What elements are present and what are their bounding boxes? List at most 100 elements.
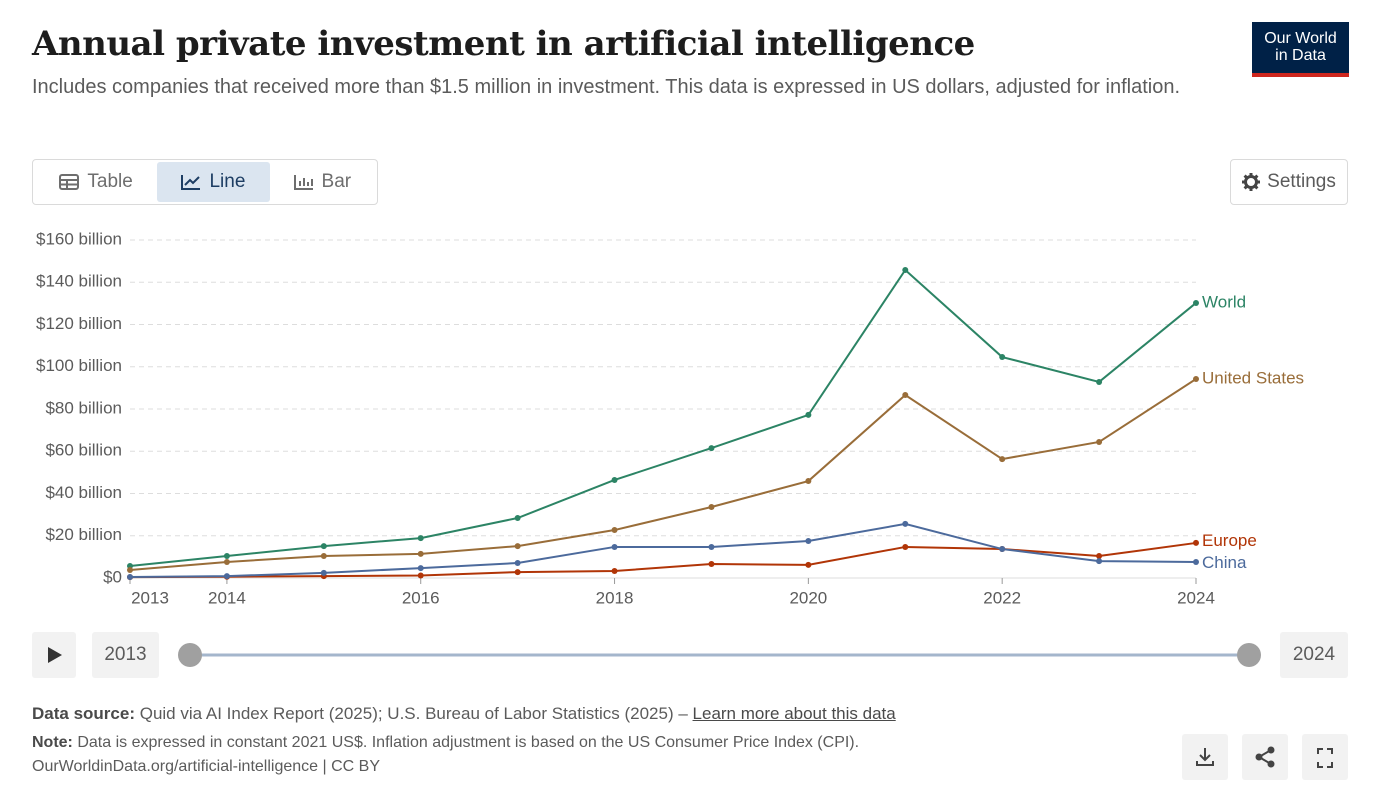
timeline-handle[interactable] xyxy=(1237,643,1261,667)
data-point xyxy=(1096,553,1103,560)
data-point xyxy=(1193,558,1199,565)
timeline-start-box[interactable] xyxy=(92,632,159,678)
data-point xyxy=(708,561,715,568)
gear-icon xyxy=(1242,173,1261,191)
x-tick-label: 2024 xyxy=(1177,588,1215,607)
series-line xyxy=(129,268,1197,567)
url-line: OurWorldinData.org/artificial-intelligen… xyxy=(32,758,380,775)
data-point xyxy=(514,569,521,576)
data-point xyxy=(223,553,230,560)
timeline-handle[interactable] xyxy=(178,643,202,667)
data-point xyxy=(708,504,715,511)
data-point xyxy=(320,553,327,560)
data-point xyxy=(999,546,1006,553)
data-point xyxy=(611,543,618,550)
source-text: Quid via AI Index Report (2025); U.S. Bu… xyxy=(139,704,688,723)
data-point xyxy=(708,445,715,452)
fullscreen-button[interactable] xyxy=(1302,734,1348,780)
x-tick-label: 2022 xyxy=(983,588,1021,607)
data-point xyxy=(611,568,618,575)
legend-label: United States xyxy=(1202,368,1304,387)
logo-text: Our World xyxy=(1264,30,1337,47)
data-point xyxy=(902,392,909,399)
data-point xyxy=(1096,558,1103,565)
settings-button[interactable]: Settings xyxy=(1230,159,1348,205)
y-tick-label: $0 xyxy=(103,567,122,586)
data-point xyxy=(417,535,424,542)
data-point xyxy=(902,520,909,527)
y-tick-label: $60 billion xyxy=(45,441,122,460)
data-point xyxy=(805,538,812,545)
data-point xyxy=(902,266,909,273)
data-point xyxy=(417,572,424,579)
download-icon xyxy=(1196,748,1214,766)
data-point xyxy=(1193,539,1199,546)
data-point xyxy=(127,573,133,580)
data-point xyxy=(514,543,521,550)
data-point xyxy=(514,515,521,522)
share-button[interactable] xyxy=(1242,734,1288,780)
data-point xyxy=(127,566,133,573)
play-icon xyxy=(48,647,62,663)
data-point xyxy=(1193,299,1199,306)
data-point xyxy=(902,543,909,550)
tab-label: Table xyxy=(87,171,133,192)
data-point xyxy=(611,476,618,483)
table-icon xyxy=(59,174,80,190)
data-point xyxy=(320,543,327,550)
y-tick-label: $40 billion xyxy=(45,483,122,502)
data-point xyxy=(417,565,424,572)
legend-label: China xyxy=(1202,553,1247,572)
data-point xyxy=(805,561,812,568)
data-point xyxy=(417,550,424,557)
bar-icon xyxy=(293,175,313,190)
settings-label: Settings xyxy=(1267,171,1336,192)
x-tick-label: 2016 xyxy=(402,588,440,607)
logo-text: in Data xyxy=(1275,47,1326,64)
source-line: Data source: Quid via AI Index Report (2… xyxy=(32,702,896,726)
data-point xyxy=(1096,438,1103,445)
fullscreen-icon xyxy=(1317,748,1333,768)
learn-more-link[interactable]: Learn more about this data xyxy=(692,704,896,723)
legend-label: World xyxy=(1202,292,1246,311)
timeline-end: 2024 xyxy=(1293,644,1336,665)
line-icon xyxy=(181,175,201,190)
data-point xyxy=(223,573,230,580)
y-tick-label: $80 billion xyxy=(45,398,122,417)
data-point xyxy=(611,527,618,534)
tab-label: Bar xyxy=(321,171,352,192)
data-point xyxy=(999,354,1006,361)
chart-subtitle: Includes companies that received more th… xyxy=(32,76,1181,98)
note-label: Note: xyxy=(32,734,73,751)
chart-title: Annual private investment in artificial … xyxy=(32,24,975,64)
data-point xyxy=(805,478,812,485)
y-tick-label: $140 billion xyxy=(36,272,122,291)
source-label: Data source: xyxy=(32,704,135,723)
tab-label: Line xyxy=(209,171,246,192)
legend-label: Europe xyxy=(1202,531,1257,550)
tab[interactable]: Table xyxy=(35,162,157,202)
tab[interactable]: Bar xyxy=(270,162,375,202)
data-point xyxy=(514,560,521,567)
series-line xyxy=(129,541,1197,579)
footer: Data source: Quid via AI Index Report (2… xyxy=(32,702,896,779)
x-tick-label: 2018 xyxy=(596,588,634,607)
data-point xyxy=(223,558,230,565)
series-line xyxy=(129,378,1197,571)
data-point xyxy=(805,411,812,418)
y-tick-label: $100 billion xyxy=(36,356,122,375)
tab[interactable]: Line xyxy=(157,162,270,202)
data-point xyxy=(999,456,1006,463)
data-point xyxy=(1096,378,1103,385)
y-tick-label: $120 billion xyxy=(36,314,122,333)
logo[interactable]: Our World in Data xyxy=(1252,22,1349,77)
timeline-end-box[interactable] xyxy=(1280,632,1348,678)
y-tick-label: $160 billion xyxy=(36,229,122,248)
share-icon xyxy=(1255,746,1275,768)
data-point xyxy=(320,569,327,576)
y-tick-label: $20 billion xyxy=(45,525,122,544)
tab-bar: Table Line Bar xyxy=(32,159,378,205)
series-line xyxy=(129,522,1197,578)
